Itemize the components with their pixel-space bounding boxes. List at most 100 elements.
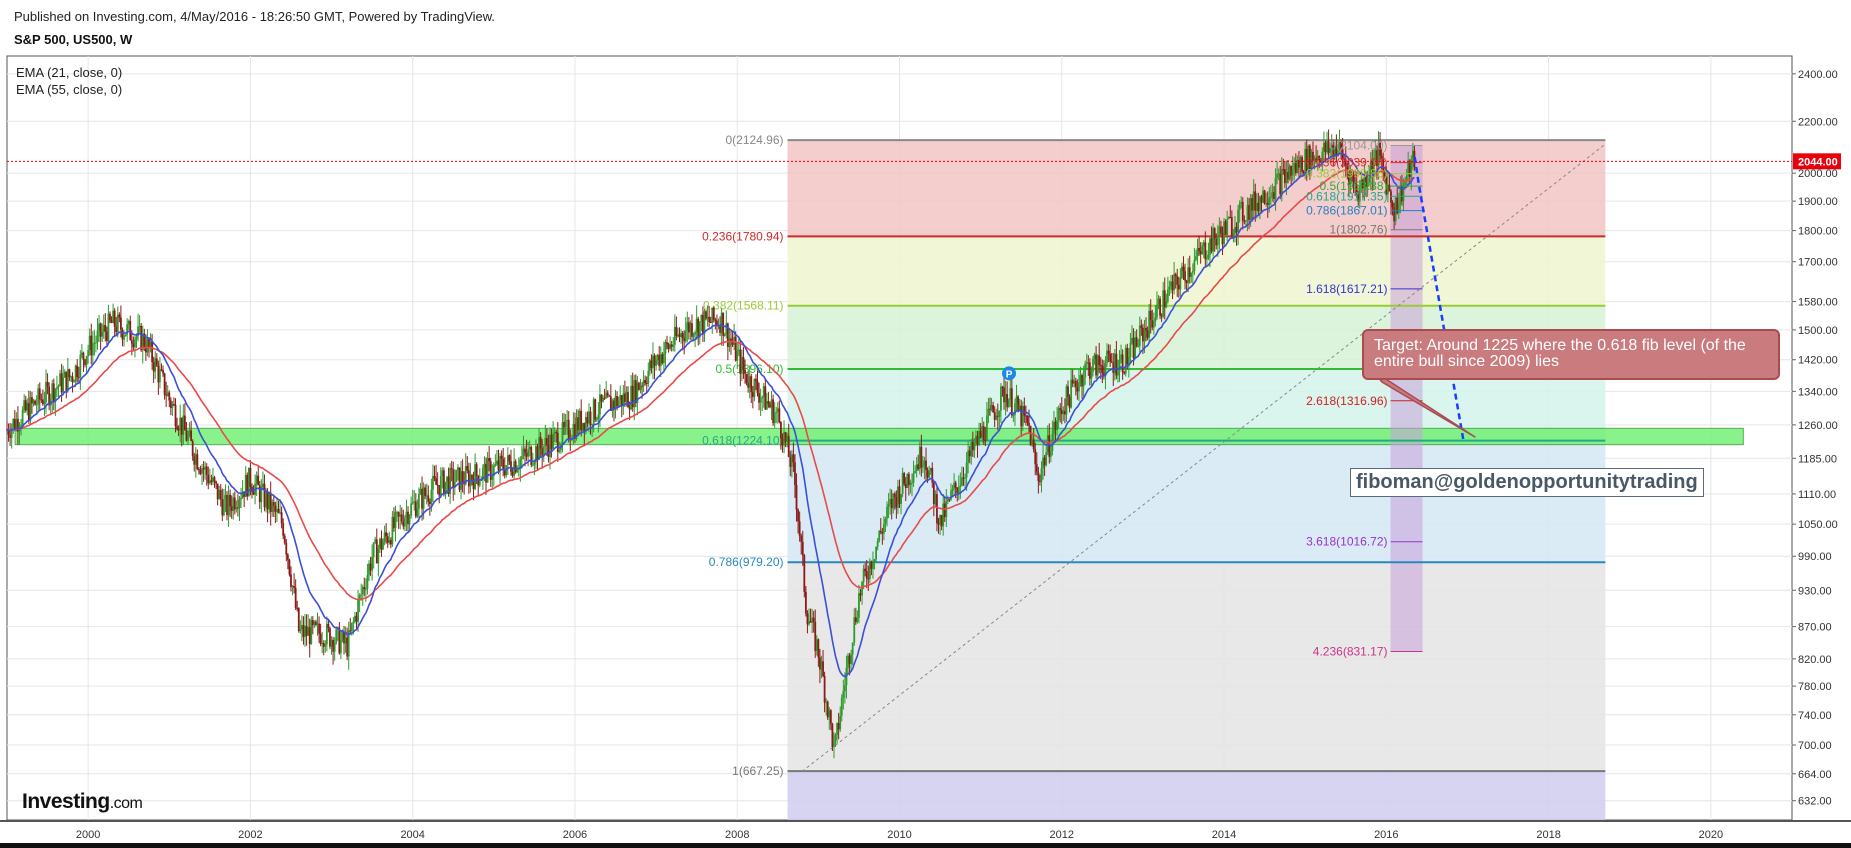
candle-body <box>1079 375 1082 383</box>
candle-body <box>616 395 618 407</box>
candle-body <box>761 396 764 399</box>
candle-body <box>293 586 295 588</box>
candle-body <box>330 639 333 647</box>
candle-body <box>31 397 33 404</box>
ext-level-label: 4.236(831.17) <box>1313 644 1388 658</box>
candle-body <box>961 477 963 486</box>
candle-body <box>155 358 158 366</box>
candle-body <box>1276 173 1278 179</box>
ext-level-label: 0.5(1953.38) <box>1319 179 1387 193</box>
candle-body <box>416 508 419 517</box>
candle-body <box>979 430 982 438</box>
candle-body <box>260 487 263 503</box>
candle-body <box>1063 410 1066 415</box>
candle-body <box>502 459 505 470</box>
candle-body <box>115 326 118 333</box>
candle-body <box>1238 203 1241 210</box>
candle-body <box>911 482 913 484</box>
candle-body <box>1291 169 1294 176</box>
candle-body <box>521 456 523 459</box>
candle-body <box>1117 372 1119 376</box>
candle-body <box>525 452 528 457</box>
candle-body <box>224 495 227 500</box>
candle-body <box>452 469 455 488</box>
y-tick-label: 930.00 <box>1798 585 1832 597</box>
candle-body <box>302 625 305 637</box>
candle-body <box>984 439 987 441</box>
candle-body <box>350 622 353 632</box>
candle-body <box>833 740 835 747</box>
candle-body <box>776 408 779 412</box>
candle-body <box>1138 325 1141 346</box>
candle-body <box>1287 172 1289 180</box>
candle-body <box>882 523 885 534</box>
candle-body <box>379 538 381 549</box>
candle-body <box>492 465 495 477</box>
candle-body <box>957 487 960 494</box>
y-tick-label: 990.00 <box>1798 551 1832 563</box>
candle-body <box>925 460 927 471</box>
candle-body <box>800 535 803 542</box>
candle-body <box>584 417 587 432</box>
candle-body <box>1265 203 1268 205</box>
candle-body <box>263 483 266 508</box>
candle-body <box>1104 363 1107 377</box>
x-tick-label: 2010 <box>887 829 911 841</box>
candle-body <box>1347 169 1350 185</box>
candle-body <box>276 508 278 512</box>
candle-body <box>372 542 375 558</box>
candle-body <box>1383 170 1386 177</box>
candle-body <box>352 621 355 623</box>
candle-body <box>169 400 172 408</box>
candle-body <box>349 630 352 632</box>
candle-body <box>213 477 216 482</box>
candle-body <box>329 628 331 647</box>
candle-body <box>686 322 689 331</box>
candle-body <box>282 523 285 536</box>
fib-band <box>787 440 1606 563</box>
candle-body <box>310 619 313 645</box>
candle-body <box>1121 354 1124 372</box>
candle-body <box>1230 217 1233 236</box>
candle-body <box>87 349 90 357</box>
candle-body <box>1073 380 1076 384</box>
candle-body <box>1140 325 1143 328</box>
candle-body <box>583 422 586 432</box>
candle-body <box>1177 284 1180 290</box>
candle-body <box>1159 298 1161 316</box>
candle-body <box>783 432 785 446</box>
candle-body <box>822 661 824 677</box>
candle-body <box>1071 379 1074 384</box>
candle-body <box>1396 197 1399 214</box>
candle-body <box>20 424 22 429</box>
candle-body <box>1332 144 1335 157</box>
candle-body <box>1165 301 1168 308</box>
candle-body <box>1273 192 1275 199</box>
candle-body <box>831 723 834 747</box>
candle-body <box>609 396 612 411</box>
ema-55-legend[interactable]: EMA (55, close, 0) <box>16 82 123 97</box>
candle-body <box>283 535 286 543</box>
candle-body <box>1157 298 1160 305</box>
candle-body <box>533 462 536 465</box>
candle-body <box>819 657 821 670</box>
candle-body <box>160 369 163 371</box>
candle-body <box>1212 228 1215 252</box>
candle-body <box>1024 415 1027 417</box>
candle-body <box>467 470 470 487</box>
candle-body <box>43 402 46 405</box>
candle-body <box>1160 315 1163 317</box>
ema-21-legend[interactable]: EMA (21, close, 0) <box>16 65 123 80</box>
candle-body <box>641 385 643 387</box>
candle-body <box>247 467 250 497</box>
candle-body <box>279 512 281 514</box>
candle-body <box>527 449 530 457</box>
candle-body <box>46 381 49 387</box>
candle-body <box>650 360 653 369</box>
candle-body <box>360 594 363 596</box>
candle-body <box>530 446 533 465</box>
candle-body <box>91 343 94 356</box>
candle-body <box>1131 337 1133 343</box>
candle-body <box>396 512 398 514</box>
